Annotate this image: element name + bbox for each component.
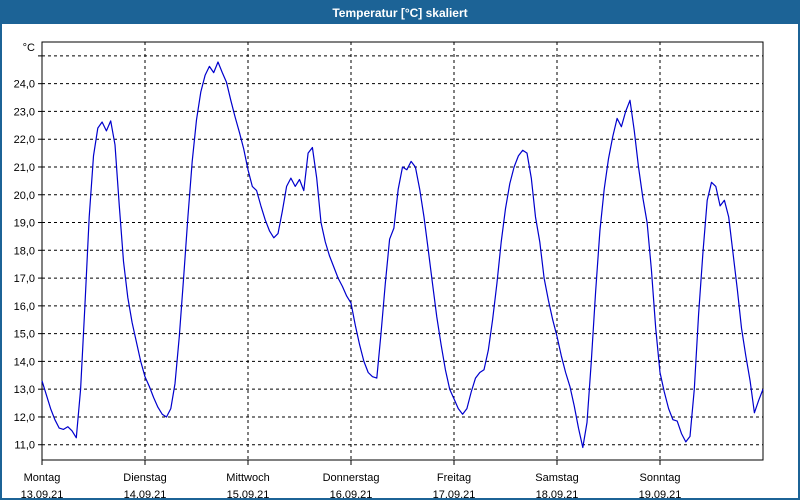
- y-tick-label: 16,0: [14, 301, 35, 313]
- y-tick-label: 21,0: [14, 162, 35, 174]
- day-date-label: 13.09.21: [21, 489, 64, 500]
- day-name-label: Montag: [24, 472, 61, 484]
- y-tick-label: 13,0: [14, 384, 35, 396]
- y-tick-label: 19,0: [14, 218, 35, 230]
- y-axis-unit-label: °C: [23, 42, 35, 54]
- y-tick-label: 23,0: [14, 106, 35, 118]
- y-tick-label: 14,0: [14, 356, 35, 368]
- y-tick-label: 22,0: [14, 134, 35, 146]
- day-date-label: 18.09.21: [536, 489, 579, 500]
- y-tick-label: 20,0: [14, 190, 35, 202]
- day-date-label: 15.09.21: [227, 489, 270, 500]
- day-name-label: Mittwoch: [226, 472, 269, 484]
- temperature-series-line: [41, 61, 764, 449]
- y-tick-label: 24,0: [14, 79, 35, 91]
- day-name-label: Donnerstag: [323, 472, 380, 484]
- window-title-bar[interactable]: Temperatur [°C] skaliert: [2, 2, 798, 24]
- day-date-label: 14.09.21: [124, 489, 167, 500]
- day-date-label: 16.09.21: [330, 489, 373, 500]
- day-date-label: 19.09.21: [639, 489, 682, 500]
- window-title: Temperatur [°C] skaliert: [332, 6, 468, 20]
- day-name-label: Sonntag: [640, 472, 681, 484]
- day-name-label: Samstag: [535, 472, 578, 484]
- plot-border: [41, 41, 764, 461]
- y-tick-label: 18,0: [14, 245, 35, 257]
- day-date-label: 17.09.21: [433, 489, 476, 500]
- y-tick-label: 15,0: [14, 329, 35, 341]
- y-tick-label: 11,0: [14, 440, 35, 452]
- day-name-label: Freitag: [437, 472, 471, 484]
- y-tick-label: 17,0: [14, 273, 35, 285]
- y-tick-label: 12,0: [14, 412, 35, 424]
- day-name-label: Dienstag: [123, 472, 166, 484]
